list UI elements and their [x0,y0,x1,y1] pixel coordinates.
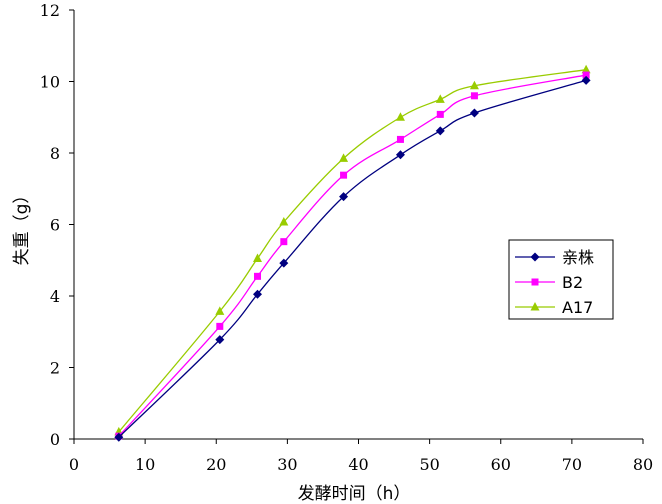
series-layer [114,64,591,442]
y-tick-label: 4 [50,287,60,306]
x-tick-label: 80 [633,455,653,474]
legend-label: A17 [562,298,593,317]
data-point [435,126,445,136]
data-point [280,238,288,246]
data-point [581,75,591,85]
x-tick-label: 20 [206,455,226,474]
legend-label: 亲株 [562,248,594,267]
x-tick-label: 30 [277,455,297,474]
legend: 亲株 B2 A17 [508,239,614,320]
x-tick-label: 60 [491,455,511,474]
x-tick-label: 70 [562,455,582,474]
data-point [395,150,405,160]
data-point [339,192,349,202]
x-tick-label: 10 [135,455,155,474]
data-point [395,112,405,121]
legend-entry: 亲株 [515,248,594,267]
data-point [253,289,263,299]
x-axis-title: 发酵时间（h） [298,484,411,504]
x-tick-label: 50 [419,455,439,474]
legend-entry: A17 [515,298,593,317]
data-point [253,253,263,262]
y-tick-label: 2 [50,359,60,378]
data-point [436,110,444,118]
legend-entry: B2 [515,273,583,292]
legend-marker [530,302,540,311]
y-tick-label: 8 [50,144,60,163]
data-point [469,108,479,118]
series-2 [115,71,590,440]
data-point [581,64,591,74]
data-point [396,135,404,143]
data-point [279,258,289,268]
data-point [215,335,225,345]
y-tick-label: 0 [50,430,60,449]
legend-label: B2 [562,273,583,292]
data-point [340,171,348,179]
series-1 [114,75,591,442]
y-tick-label: 12 [40,1,60,20]
legend-marker [530,252,540,262]
y-tick-label: 6 [50,216,60,235]
data-point [435,94,445,103]
data-point [339,153,349,162]
legend-marker [531,278,539,286]
legend-box [508,239,614,320]
x-tick-label: 0 [69,455,79,474]
data-point [470,92,478,100]
x-tick-label: 40 [348,455,368,474]
data-point [279,216,289,226]
series-3 [114,64,591,436]
data-point [469,80,479,90]
data-point [216,322,224,330]
data-point [582,71,590,79]
y-tick-label: 10 [40,73,60,92]
data-point [254,272,262,280]
y-axis-title: 失重（g） [12,187,32,266]
data-point [114,432,124,442]
axes: 0 10 20 30 40 50 60 70 80 0 2 4 6 8 10 12 [40,1,654,474]
data-point [215,306,225,315]
